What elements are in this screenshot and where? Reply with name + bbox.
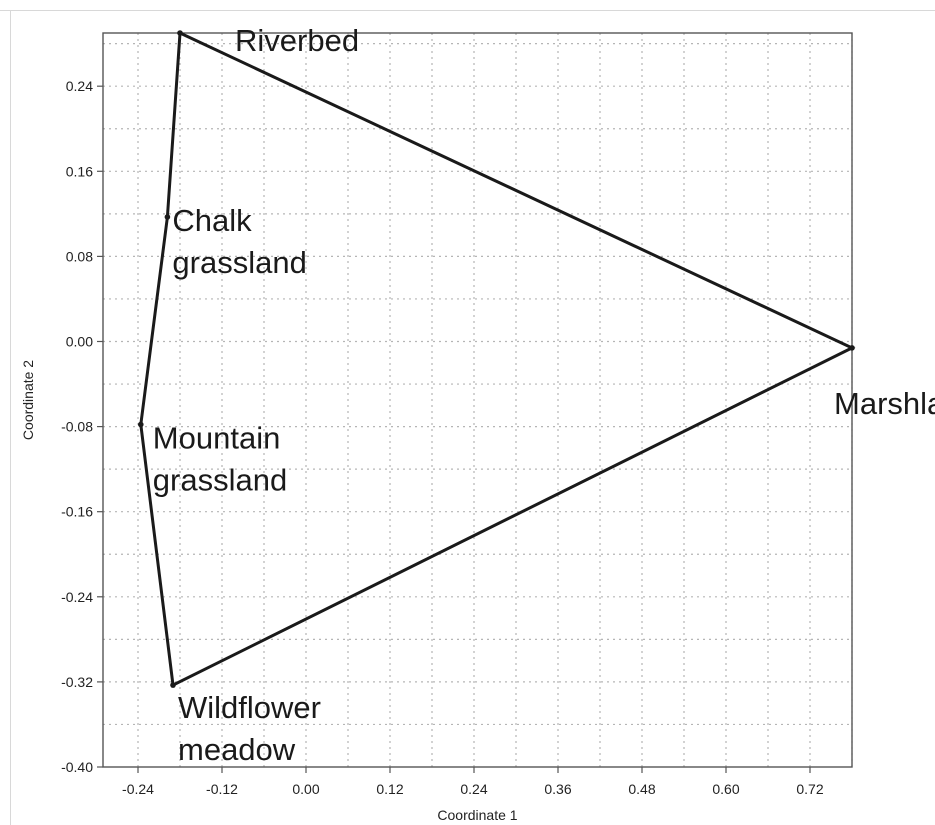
data-point xyxy=(170,682,176,688)
point-label: Wildflower xyxy=(178,690,321,725)
frame-border-top xyxy=(0,10,935,11)
data-point xyxy=(138,421,144,428)
x-tick-label: -0.12 xyxy=(206,781,238,797)
x-tick-label: 0.72 xyxy=(796,781,823,797)
x-tick-label: 0.36 xyxy=(544,781,571,797)
y-tick-label: 0.00 xyxy=(66,333,93,349)
y-tick-label: -0.08 xyxy=(61,419,93,435)
point-label: meadow xyxy=(178,732,296,767)
y-tick-label: -0.32 xyxy=(61,674,93,690)
x-axis-title: Coordinate 1 xyxy=(437,807,517,823)
y-tick-label: 0.08 xyxy=(66,248,93,264)
y-tick-label: -0.24 xyxy=(61,589,93,605)
x-tick-label: 0.48 xyxy=(628,781,655,797)
x-tick-label: 0.60 xyxy=(712,781,739,797)
convex-hull-outline xyxy=(139,30,856,688)
y-axis-title: Coordinate 2 xyxy=(20,360,36,440)
data-point xyxy=(849,345,855,351)
y-tick-label: 0.24 xyxy=(66,78,93,94)
y-tick-label: -0.16 xyxy=(61,504,93,520)
x-tick-label: 0.00 xyxy=(292,781,319,797)
plot-area-border xyxy=(102,32,853,768)
point-label: Chalk xyxy=(172,203,252,238)
x-tick-label: 0.24 xyxy=(460,781,487,797)
x-tick-label: -0.24 xyxy=(122,781,154,797)
point-label: Riverbed xyxy=(235,23,359,58)
y-tick-label: 0.16 xyxy=(66,163,93,179)
data-point xyxy=(164,214,171,220)
point-label: grassland xyxy=(153,462,287,497)
y-tick-label: -0.40 xyxy=(61,759,93,775)
data-point xyxy=(177,30,183,36)
point-label: Marshland xyxy=(834,386,935,421)
point-label: Mountain xyxy=(153,420,281,455)
frame-border-left xyxy=(10,10,11,825)
x-tick-label: 0.12 xyxy=(376,781,403,797)
point-label: grassland xyxy=(172,245,306,280)
